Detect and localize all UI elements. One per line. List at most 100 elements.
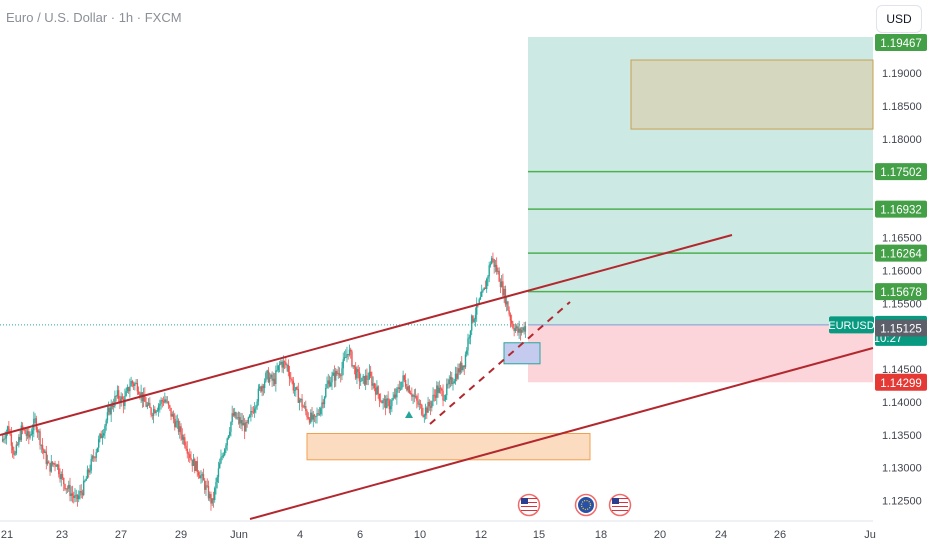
candle-body [403,375,406,381]
candle-body [214,488,216,501]
us-stripe [521,508,537,509]
candle-body [125,391,127,396]
candle-body [258,386,261,389]
candle-body [368,371,371,380]
candle-body [220,457,222,464]
candle-body [182,437,185,440]
candle-body [467,338,469,351]
candle-body [81,492,84,496]
candle-body [19,436,21,441]
eu-flag-icon[interactable] [574,493,598,517]
candle-body [377,386,379,395]
candle-body [70,493,72,497]
candle-body [10,434,13,446]
candle-body [209,494,211,499]
y-tick-label: 1.14500 [882,364,922,376]
candle-body [74,495,76,498]
candle-body [486,278,488,290]
candle-body [126,387,129,392]
candle-body [228,431,231,436]
candle-body [429,406,432,408]
candle-body [127,387,130,392]
x-tick-label: 18 [595,529,607,541]
candle-body [281,361,283,368]
us-stripe [521,506,537,507]
candle-body [409,392,412,395]
candle-body [107,407,110,413]
price-label-text: 1.16264 [880,249,922,261]
candle-body [399,388,402,390]
candle-body [48,461,50,464]
candle-body [172,413,175,420]
candle-body [419,403,422,405]
candle-body [469,330,472,338]
candle-body [253,408,256,413]
candle-body [181,434,183,440]
y-tick-label: 1.18500 [882,101,922,113]
candle-body [378,394,381,401]
candle-body [171,413,173,417]
candle-body [106,412,109,421]
candle-body [54,463,56,466]
candle-body [464,354,467,368]
candle-body [50,461,52,472]
candle-body [34,418,36,420]
us-stripe [612,506,628,507]
candle-body [30,434,33,435]
candle-body [439,387,442,389]
candle-body [418,403,421,405]
candle-body [45,451,47,464]
candle-body [473,319,475,322]
candle-body [252,411,255,413]
candle-body [431,401,433,408]
candle-body [200,475,202,479]
us-flag-icon[interactable] [517,493,541,517]
x-tick-label: 23 [56,529,68,541]
candle-body [428,402,431,407]
candle-body [246,422,248,423]
candle-body [191,459,193,466]
x-tick-label: 21 [1,529,13,541]
candle-body [468,337,470,339]
candle-body [251,410,253,412]
currency-button[interactable]: USD [876,5,922,33]
candle-body [166,401,169,403]
candle-body [227,435,230,439]
candle-body [94,457,96,459]
candle-body [44,451,46,453]
candle-body [144,394,146,402]
candle-body [448,379,450,385]
us-stripe [521,500,537,501]
candle-body [49,463,51,472]
candle-body [116,390,119,397]
us-flag-icon[interactable] [608,493,632,517]
candle-body [393,394,396,398]
candle-body [136,382,139,392]
candle-body [268,377,271,383]
candle-body [75,494,77,496]
candle-body [523,327,525,332]
candle-body [66,488,69,490]
candle-body [38,431,40,433]
candle-body [145,401,147,407]
candle-body [364,375,367,385]
candle-body [427,402,429,413]
candle-body [359,381,362,382]
candle-body [140,392,142,397]
candle-body [235,412,237,419]
candle-body [386,398,388,409]
candle-body [478,299,480,304]
candle-body [202,474,205,481]
candle-body [154,408,156,414]
candle-body [91,456,94,459]
candle-body [88,469,90,473]
candle-body [169,405,171,408]
candle-body [276,369,278,371]
candle-body [302,406,304,408]
candle-body [206,485,208,487]
candle-body [317,413,319,415]
candle-body [232,413,235,416]
candle-body [225,445,227,450]
candle-body [207,485,210,499]
